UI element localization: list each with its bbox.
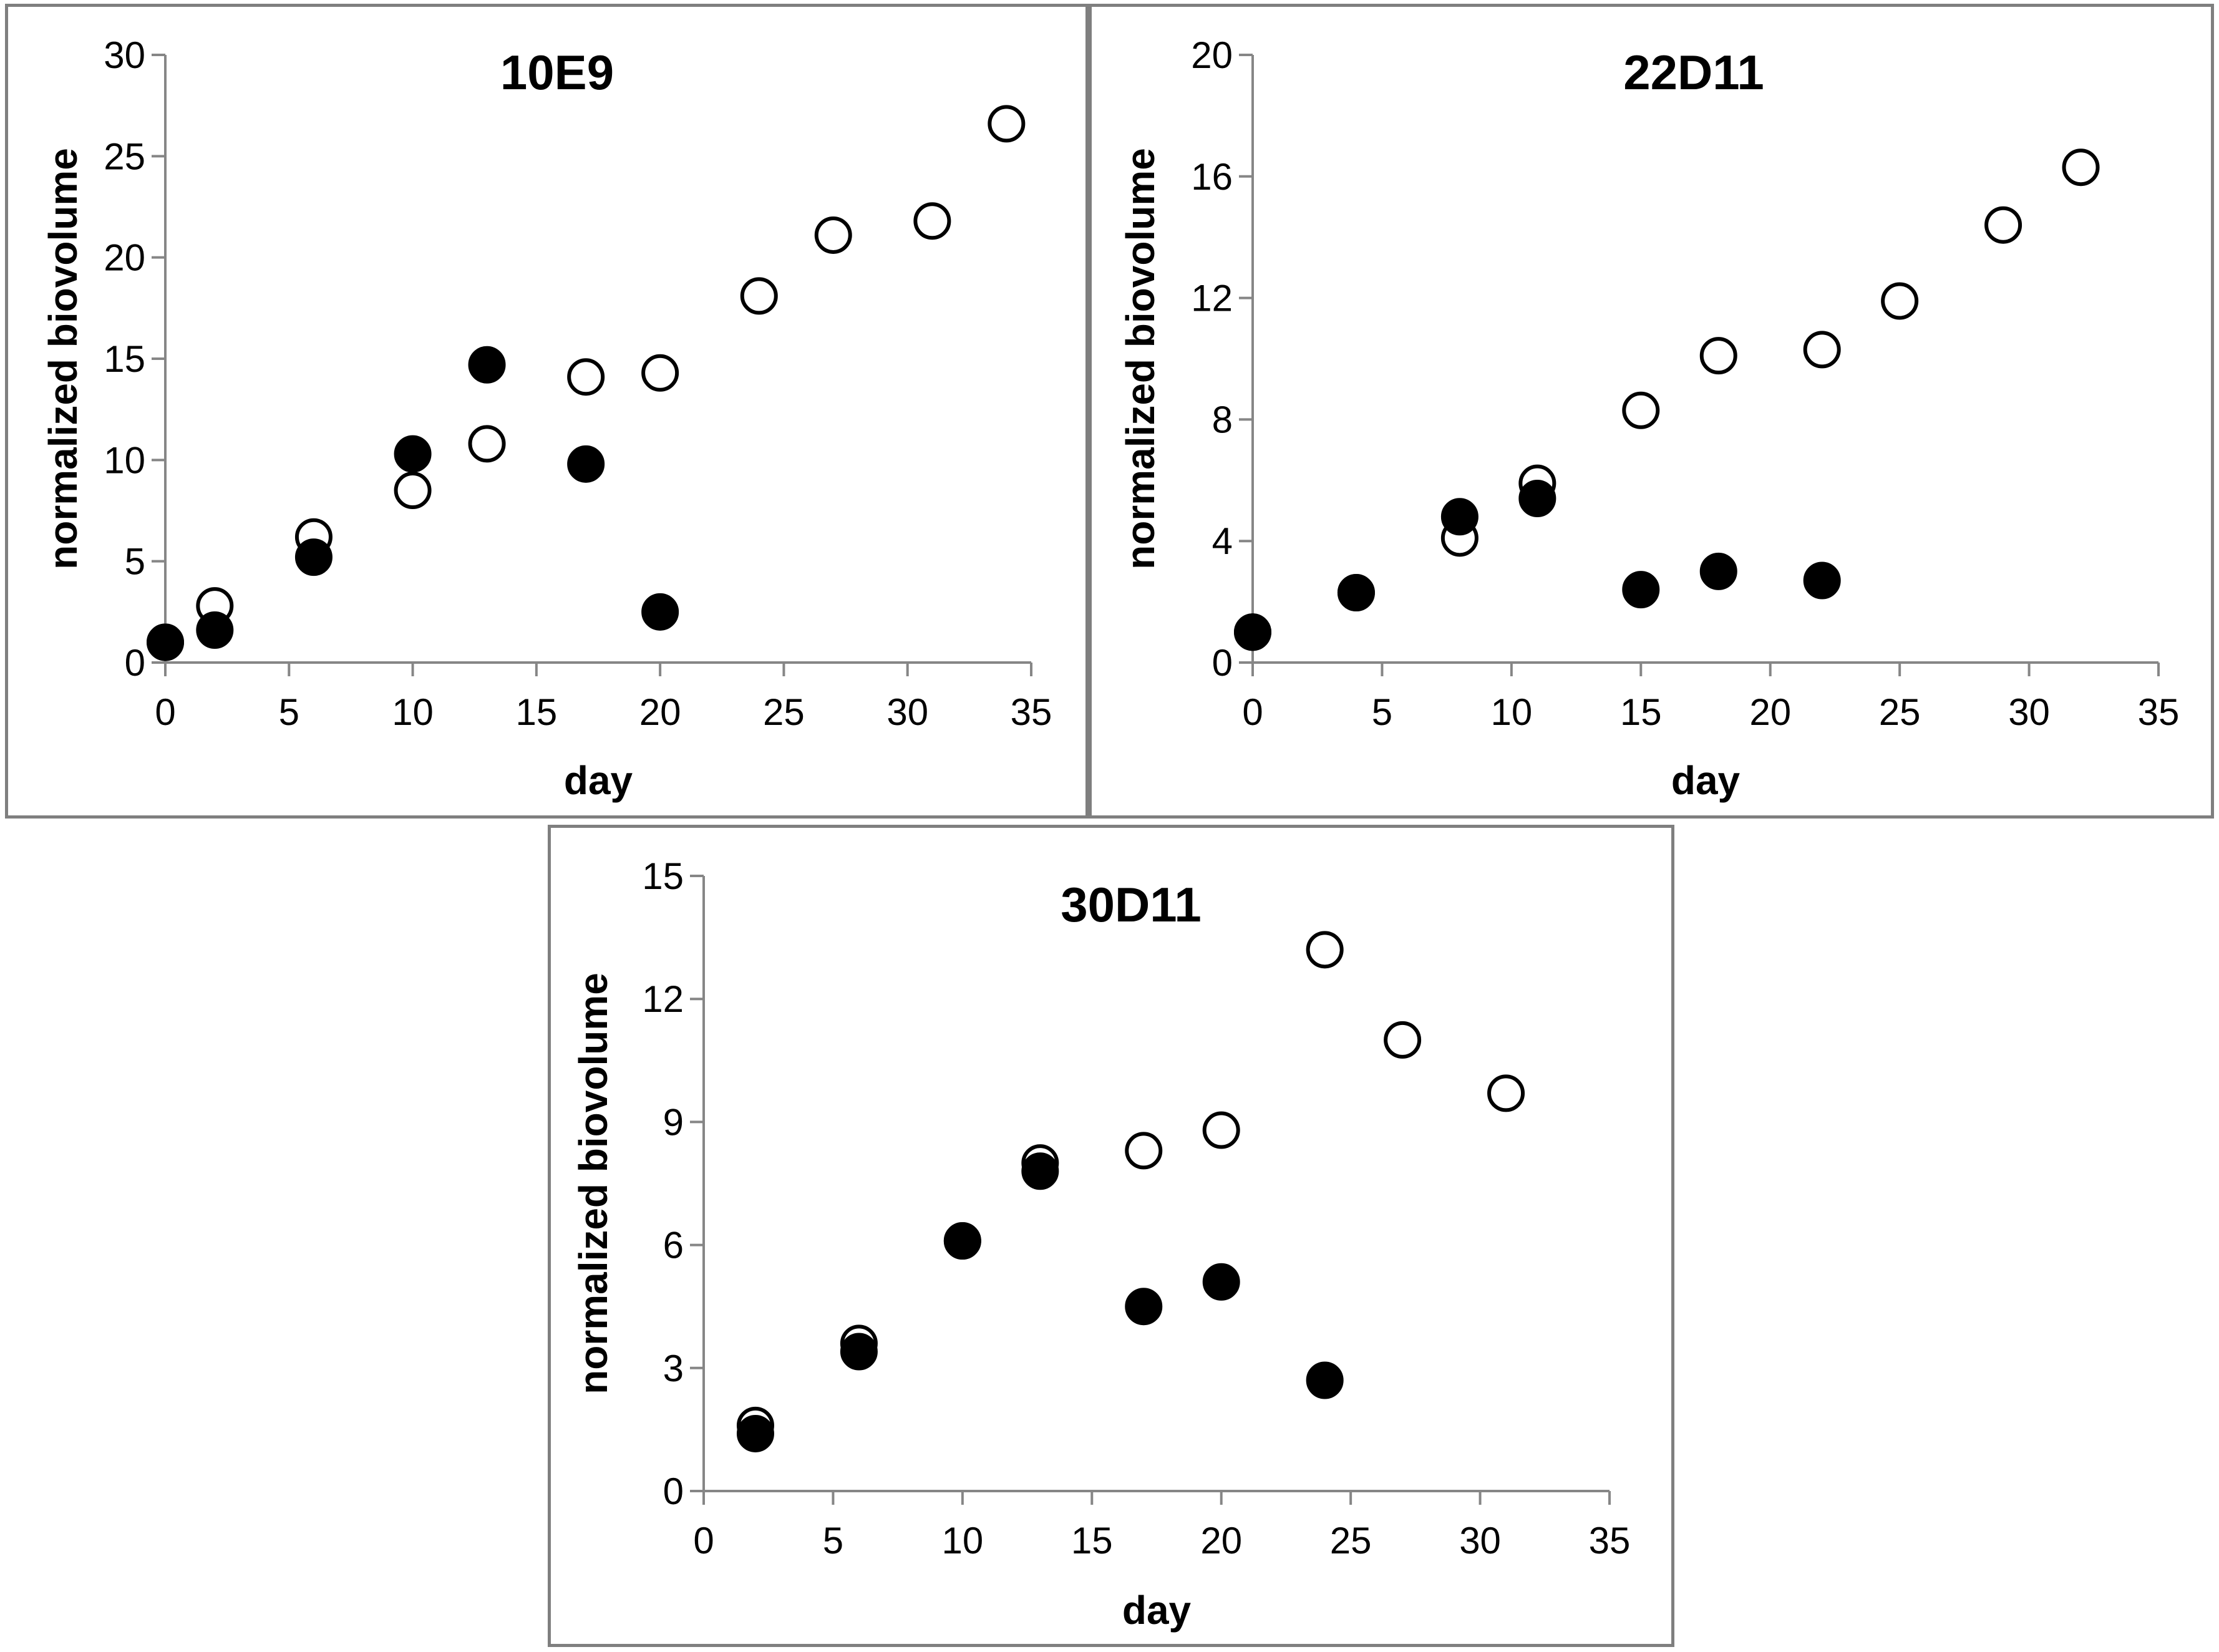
open-data-point [1622,391,1660,429]
y-tick-label: 3 [663,1348,684,1389]
y-tick-label: 0 [663,1470,684,1512]
x-tick-label: 20 [1200,1520,1242,1562]
x-axis-title: day [564,758,633,803]
y-tick-label: 12 [642,978,684,1020]
filled-data-point [1803,561,1841,600]
x-tick-label: 5 [823,1520,843,1562]
x-tick-label: 25 [1330,1520,1372,1562]
open-data-point [1487,1074,1525,1112]
filled-data-point [1021,1152,1059,1190]
y-tick-label: 8 [1212,399,1233,440]
y-axis-title: normalized biovolume [41,148,85,570]
filled-data-point [1234,613,1271,651]
chart-22d11: 0 4 8 12 16 20 0 5 10 15 20 25 30 35 22D11 day normalize… [1118,34,2180,803]
y-tick-label: 20 [1191,34,1233,76]
x-tick-label: 30 [1459,1520,1501,1562]
filled-data-point [1202,1263,1240,1301]
chart-title: 22D11 [1623,45,1764,100]
open-data-point [988,105,1026,143]
filled-data-point [196,611,234,649]
open-data-point [740,277,778,315]
chart-panel-30d11: 0 3 6 9 12 15 0 5 10 15 20 25 30 35 30D11 day normalized… [548,825,1674,1647]
open-data-point [468,425,506,463]
x-tick-label: 5 [279,691,299,733]
filled-data-point [840,1333,878,1371]
x-tick-label: 10 [1490,691,1532,733]
open-data-point [394,472,432,510]
x-tick-label: 10 [392,691,434,733]
filled-data-point [468,346,506,384]
chart-panel-22d11: 0 4 8 12 16 20 0 5 10 15 20 25 30 35 22D11 day normalize… [1089,4,2214,819]
x-tick-label: 15 [1620,691,1662,733]
open-data-point [641,354,679,392]
y-axis-title: normalized biovolume [571,973,616,1394]
x-tick-label: 0 [155,691,175,733]
open-data-point [1699,337,1737,375]
y-tick-label: 15 [104,338,145,380]
filled-data-point [1518,480,1556,518]
open-data-point [1984,206,2022,244]
x-tick-label: 30 [2008,691,2050,733]
y-tick-label: 30 [104,34,145,76]
x-tick-label: 25 [1879,691,1921,733]
filled-data-point [641,593,679,631]
filled-data-point [147,623,184,661]
x-tick-label: 20 [639,691,681,733]
x-tick-label: 25 [763,691,805,733]
filled-data-point [943,1222,981,1260]
filled-data-point [294,538,333,576]
open-data-point [1125,1132,1163,1170]
open-data-point [567,358,605,396]
filled-data-point [1622,571,1660,609]
y-tick-label: 15 [642,855,684,897]
y-tick-label: 4 [1212,520,1233,562]
y-tick-label: 5 [125,541,145,583]
open-data-point [814,216,852,254]
filled-data-point [1306,1361,1344,1399]
y-tick-label: 20 [104,237,145,279]
filled-data-point [1699,552,1737,590]
x-tick-label: 0 [693,1520,714,1562]
x-tick-label: 35 [1589,1520,1631,1562]
open-data-point [1803,331,1841,369]
y-axis-title: normalized biovolume [1118,148,1163,570]
chart-title: 30D11 [1061,877,1202,932]
filled-data-point [1125,1288,1163,1326]
filled-data-point [1337,573,1375,611]
y-tick-label: 10 [104,439,145,481]
x-axis-title: day [1671,758,1741,803]
open-data-point [913,202,951,240]
x-tick-label: 20 [1749,691,1791,733]
chart-10e9: 0 5 10 15 20 25 30 0 5 10 15 20 25 30 35 10E9 day normali… [41,34,1052,803]
filled-data-point [1440,498,1479,536]
y-tick-label: 16 [1191,156,1233,198]
open-data-point [1881,282,1919,320]
filled-data-point [736,1414,774,1452]
open-data-point [1306,931,1344,969]
x-tick-label: 0 [1242,691,1263,733]
x-tick-label: 15 [1071,1520,1113,1562]
x-axis-title: day [1122,1588,1192,1633]
x-tick-label: 35 [2138,691,2180,733]
y-tick-label: 0 [1212,642,1233,684]
open-data-point [2062,148,2100,187]
x-tick-label: 15 [515,691,557,733]
chart-30d11: 0 3 6 9 12 15 0 5 10 15 20 25 30 35 30D11 day normalized… [571,855,1631,1633]
x-tick-label: 30 [886,691,928,733]
filled-data-point [394,435,432,473]
y-tick-label: 9 [663,1101,684,1143]
x-tick-label: 5 [1372,691,1392,733]
filled-data-point [567,445,605,483]
chart-title: 10E9 [500,45,614,100]
open-data-point [1202,1111,1240,1149]
y-tick-label: 6 [663,1225,684,1266]
y-tick-label: 25 [104,135,145,177]
x-tick-label: 35 [1011,691,1052,733]
x-tick-label: 10 [941,1520,983,1562]
chart-panel-10e9: 0 5 10 15 20 25 30 0 5 10 15 20 25 30 35 10E9 day normali… [5,4,1089,819]
open-data-point [1384,1021,1422,1059]
y-tick-label: 0 [125,642,145,684]
y-tick-label: 12 [1191,278,1233,319]
